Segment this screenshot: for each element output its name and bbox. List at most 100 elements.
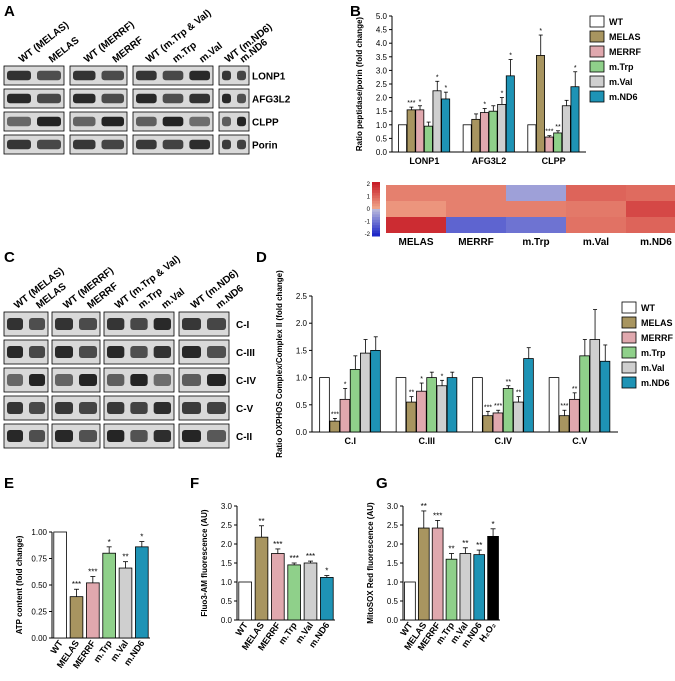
y-tick-label: 1.0 <box>376 121 388 130</box>
blot-band <box>79 318 97 330</box>
legend-label: m.Trp <box>609 62 634 72</box>
bar <box>513 401 524 433</box>
legend-label: MELAS <box>641 318 673 328</box>
significance-mark: ** <box>421 502 427 511</box>
significance-mark: ** <box>506 379 512 386</box>
y-tick-label: 3.0 <box>221 502 233 511</box>
legend-label: m.ND6 <box>609 92 638 102</box>
blot-band <box>189 93 210 104</box>
blot-band <box>7 93 31 104</box>
heatmap: LONP1AFG3L2CLPPMELASMERRFm.Trpm.Valm.ND6… <box>365 182 675 248</box>
blot-band <box>7 346 23 358</box>
y-tick-label: 5.0 <box>376 12 388 21</box>
blot-band <box>29 430 45 442</box>
legend-swatch <box>621 331 637 344</box>
y-tick-label: 0.5 <box>376 134 388 143</box>
bar <box>523 358 534 433</box>
heatmap-col-label: MELAS <box>399 237 434 248</box>
bar <box>416 390 427 433</box>
y-tick-label: 2.5 <box>296 292 308 301</box>
heatmap-cell <box>506 185 566 201</box>
blot-band <box>189 116 210 127</box>
blot-row-label: CLPP <box>252 118 279 129</box>
bar <box>53 531 67 639</box>
significance-mark: * <box>140 533 143 542</box>
y-tick-label: 0.00 <box>31 634 47 643</box>
y-tick-label: 0.75 <box>31 555 47 564</box>
heatmap-cell <box>626 217 675 233</box>
legend-swatch <box>589 30 605 43</box>
bar <box>536 55 545 153</box>
y-tick-label: 0.50 <box>31 581 47 590</box>
y-axis-label: Ratio OXPHOS Complex/Complex II (fold ch… <box>275 270 284 458</box>
heatmap-cell <box>566 185 626 201</box>
blot-band <box>130 374 148 386</box>
scale-swatch <box>372 187 380 191</box>
bar <box>287 564 301 621</box>
significance-mark: * <box>108 538 111 547</box>
blot-band <box>7 374 23 386</box>
legend-swatch <box>589 90 605 103</box>
y-tick-label: 4.5 <box>376 26 388 35</box>
bar <box>118 567 133 639</box>
blot-band <box>222 139 231 150</box>
panel-letter-d: D <box>256 249 267 266</box>
blot-band <box>130 402 148 414</box>
bar <box>329 420 340 433</box>
bar <box>599 360 611 433</box>
scale-swatch <box>372 203 380 207</box>
scale-swatch <box>372 190 380 194</box>
blot-band <box>79 374 97 386</box>
legend-swatch <box>621 361 637 374</box>
significance-mark: *** <box>560 403 568 410</box>
significance-mark: * <box>539 28 542 35</box>
x-tick-label: C.IV <box>494 436 512 446</box>
scale-swatch <box>372 219 380 223</box>
blot-band <box>29 402 45 414</box>
blot-band <box>207 318 226 330</box>
bar <box>472 377 483 433</box>
heatmap-cell <box>626 185 675 201</box>
blot-band <box>37 70 61 81</box>
blot-band <box>222 70 231 81</box>
blot-row-label: C-IV <box>236 376 256 387</box>
blot-band <box>7 318 23 330</box>
legend-label: m.Val <box>609 77 633 87</box>
bar <box>488 110 498 153</box>
significance-mark: *** <box>88 568 97 577</box>
blot-band <box>55 374 73 386</box>
y-tick-label: 1.0 <box>296 374 308 383</box>
significance-mark: * <box>492 520 495 529</box>
significance-mark: * <box>325 567 328 576</box>
blot-band <box>55 430 73 442</box>
heatmap-cell <box>506 201 566 217</box>
panel-letter-c: C <box>4 249 15 266</box>
heatmap-cell <box>566 201 626 217</box>
significance-mark: * <box>509 53 512 60</box>
bar <box>505 75 515 153</box>
blot-band <box>136 116 157 127</box>
bar <box>553 132 563 153</box>
blot-row-label: C-I <box>236 320 250 331</box>
bar <box>319 377 330 433</box>
blot-band <box>237 70 246 81</box>
blot-band <box>182 402 201 414</box>
blot-band <box>182 430 201 442</box>
blot-band <box>107 346 125 358</box>
blot-band <box>73 93 96 104</box>
blot-band <box>7 116 31 127</box>
y-axis-label: Ratio peptidase/porin (fold change) <box>355 17 364 152</box>
legend-swatch <box>589 15 605 28</box>
significance-mark: *** <box>72 580 81 589</box>
heatmap-cell <box>446 201 506 217</box>
heatmap-cell <box>506 217 566 233</box>
heatmap-cell <box>446 217 506 233</box>
blot-band <box>162 93 184 104</box>
legend-label: m.Trp <box>641 348 666 358</box>
significance-mark: * <box>436 74 439 81</box>
bar <box>492 412 504 433</box>
scale-swatch <box>372 195 380 199</box>
legend-swatch <box>589 60 605 73</box>
